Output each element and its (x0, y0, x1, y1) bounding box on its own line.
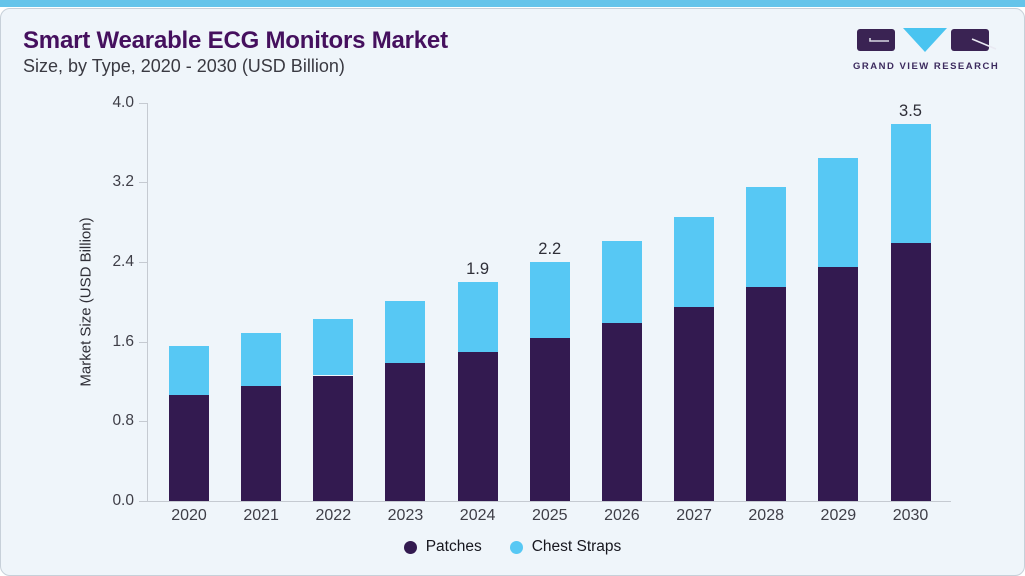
x-tick-label: 2020 (171, 507, 207, 524)
accent-strip (0, 0, 1025, 7)
legend-label: Patches (425, 538, 482, 555)
bar-segment-patches-2027 (674, 306, 715, 501)
bar-segment-chest-straps-2027 (674, 217, 715, 307)
bar-segment-chest-straps-2030 (890, 123, 931, 244)
bar-segment-chest-straps-2022 (313, 318, 354, 376)
x-tick-label: 2029 (820, 507, 857, 524)
bar-segment-chest-straps-2024 (457, 281, 498, 352)
bar-segment-patches-2020 (169, 395, 209, 501)
bar-segment-patches-2026 (601, 322, 642, 501)
x-tick-label: 2023 (387, 507, 424, 524)
brand-logo: GRAND VIEW RESEARCH (853, 27, 1000, 72)
y-axis-line (147, 102, 148, 501)
bar-total-label: 2.2 (538, 239, 562, 258)
bar-segment-patches-2021 (241, 386, 282, 501)
bar-segment-chest-straps-2021 (241, 332, 282, 387)
bar-segment-patches-2029 (818, 266, 859, 501)
page-subtitle: Size, by Type, 2020 - 2030 (USD Billion) (23, 56, 345, 76)
y-axis-tick (139, 501, 147, 502)
gvr-logo-icon (857, 28, 997, 52)
bar-segment-patches-2025 (529, 337, 570, 501)
logo-r-block (951, 29, 989, 51)
bar-segment-patches-2023 (385, 362, 426, 501)
x-tick-label: 2030 (892, 507, 929, 524)
bar-total-label: 3.5 (899, 101, 922, 120)
y-tick-label: 0.0 (112, 492, 134, 509)
y-tick-label: 4.0 (112, 93, 134, 111)
bar-segment-chest-straps-2025 (529, 261, 570, 338)
y-tick-label: 0.8 (112, 412, 134, 430)
legend-swatch-icon (509, 540, 523, 554)
x-tick-label: 2027 (676, 507, 712, 524)
x-tick-label: 2022 (315, 507, 352, 524)
x-tick-label: 2021 (243, 507, 279, 524)
y-axis-tick (139, 341, 147, 343)
y-axis-tick (139, 261, 147, 263)
logo-g-block (857, 29, 895, 51)
bar-total-label: 1.9 (466, 259, 490, 278)
x-tick-label: 2026 (604, 507, 640, 524)
bar-segment-patches-2030 (890, 243, 931, 501)
x-axis-line (147, 501, 951, 502)
legend-swatch-icon (403, 540, 417, 554)
y-tick-label: 1.6 (112, 332, 134, 350)
chart-legend: Patches Chest Straps (0, 538, 1025, 556)
x-tick-label: 2024 (459, 507, 496, 524)
bar-segment-chest-straps-2026 (601, 241, 642, 323)
brand-name: GRAND VIEW RESEARCH (853, 61, 1000, 72)
bar-segment-chest-straps-2023 (385, 300, 426, 363)
y-axis-tick (139, 102, 147, 104)
y-axis-tick (139, 421, 147, 423)
x-tick-label: 2028 (748, 507, 784, 524)
x-tick-label: 2025 (531, 507, 568, 524)
legend-item-patches: Patches (403, 538, 482, 556)
page-title: Smart Wearable ECG Monitors Market (23, 27, 448, 54)
bar-segment-patches-2028 (746, 286, 787, 501)
y-tick-label: 2.4 (112, 252, 134, 270)
logo-v-triangle (903, 28, 947, 52)
bar-segment-chest-straps-2028 (746, 187, 787, 287)
legend-item-chest-straps: Chest Straps (509, 538, 622, 556)
y-axis-title: Market Size (USD Billion) (77, 217, 95, 387)
y-tick-label: 3.2 (112, 173, 134, 191)
bar-segment-chest-straps-2020 (169, 345, 209, 396)
bar-segment-chest-straps-2029 (818, 158, 859, 267)
legend-label: Chest Straps (531, 538, 622, 555)
y-axis-tick (139, 182, 147, 184)
logo-r-mark (971, 38, 997, 50)
bar-segment-patches-2024 (457, 351, 498, 501)
bar-segment-patches-2022 (313, 375, 354, 501)
logo-g-mark (869, 38, 889, 42)
